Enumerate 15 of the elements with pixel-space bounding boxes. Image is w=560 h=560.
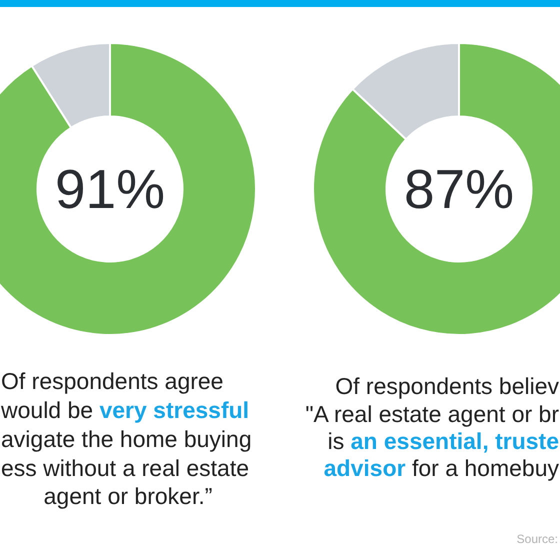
text: avigate the home buying bbox=[1, 426, 252, 452]
text: advisor bbox=[324, 455, 406, 481]
text: agent or broker.” bbox=[44, 483, 212, 509]
text: is bbox=[328, 428, 344, 454]
text: ess without a real estate bbox=[1, 455, 250, 481]
text: an essential, truste bbox=[350, 428, 559, 454]
text: very stressful bbox=[99, 397, 250, 423]
text: Of respondents agree bbox=[1, 368, 224, 394]
text: "A real estate agent or br bbox=[305, 401, 559, 427]
text: 87% bbox=[404, 158, 514, 220]
source-note: Source: bbox=[516, 532, 558, 546]
text: 91% bbox=[54, 158, 166, 220]
text: for a homebuy bbox=[412, 455, 559, 481]
text: would be bbox=[1, 397, 94, 423]
text: Of respondents believ bbox=[335, 373, 559, 399]
